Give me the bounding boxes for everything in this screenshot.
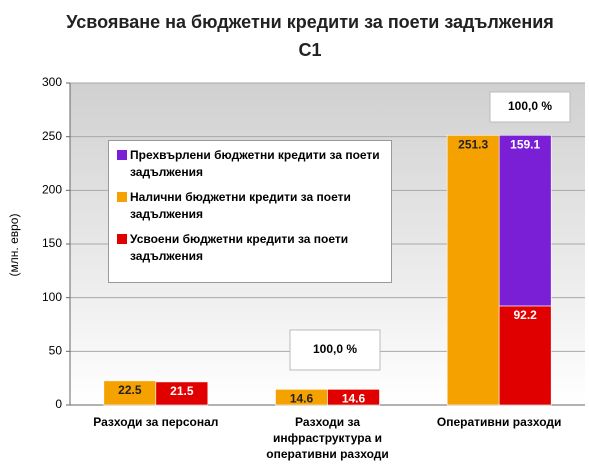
- legend-entry: Налични бюджетни кредити за поети задълж…: [117, 189, 383, 223]
- legend-label: Прехвърлени бюджетни кредити за поети за…: [130, 148, 380, 179]
- bar: [446, 134, 500, 406]
- x-tick-label: Оперативни разходи: [436, 415, 562, 429]
- data-label: 22.5: [118, 383, 142, 397]
- bar: [498, 305, 552, 406]
- data-label: 159.1: [510, 137, 540, 151]
- data-label: 21.5: [170, 384, 194, 398]
- legend-swatch: [117, 234, 127, 244]
- y-tick-label: 50: [49, 344, 63, 358]
- x-tick-label: Разходи за персонал: [93, 415, 219, 429]
- annotation-box: [289, 329, 381, 371]
- legend-entry: Усвоени бюджетни кредити за поети задълж…: [117, 231, 383, 265]
- y-tick-label: 200: [42, 183, 62, 197]
- legend-label: Налични бюджетни кредити за поети задълж…: [130, 190, 351, 221]
- legend-swatch: [117, 150, 127, 160]
- data-label: 14.6: [290, 392, 314, 406]
- data-label: 92.2: [513, 308, 537, 322]
- x-tick-label: Разходи за инфраструктура и оперативни р…: [266, 415, 389, 461]
- annotation: 100,0 %: [508, 99, 552, 113]
- data-label: 14.6: [342, 392, 366, 406]
- bar: [155, 381, 209, 406]
- bar: [103, 380, 157, 406]
- y-tick-label: 100: [42, 290, 62, 304]
- annotation-box: [489, 91, 571, 123]
- legend-entry: Прехвърлени бюджетни кредити за поети за…: [117, 147, 383, 181]
- y-tick-label: 300: [42, 75, 62, 89]
- legend-swatch: [117, 192, 127, 202]
- legend-label: Усвоени бюджетни кредити за поети задълж…: [130, 232, 349, 263]
- annotation: 100,0 %: [313, 342, 357, 356]
- bar: [327, 389, 380, 406]
- chart-title: Усвояване на бюджетни кредити за поети з…: [66, 12, 554, 60]
- data-label: 251.3: [458, 137, 488, 151]
- y-tick-label: 150: [42, 236, 62, 250]
- bar: [498, 134, 552, 307]
- y-tick-label: 250: [42, 129, 62, 143]
- y-tick-label: 0: [55, 397, 62, 411]
- legend: Прехвърлени бюджетни кредити за поети за…: [108, 140, 392, 283]
- y-axis-label: (млн. евро): [7, 214, 21, 277]
